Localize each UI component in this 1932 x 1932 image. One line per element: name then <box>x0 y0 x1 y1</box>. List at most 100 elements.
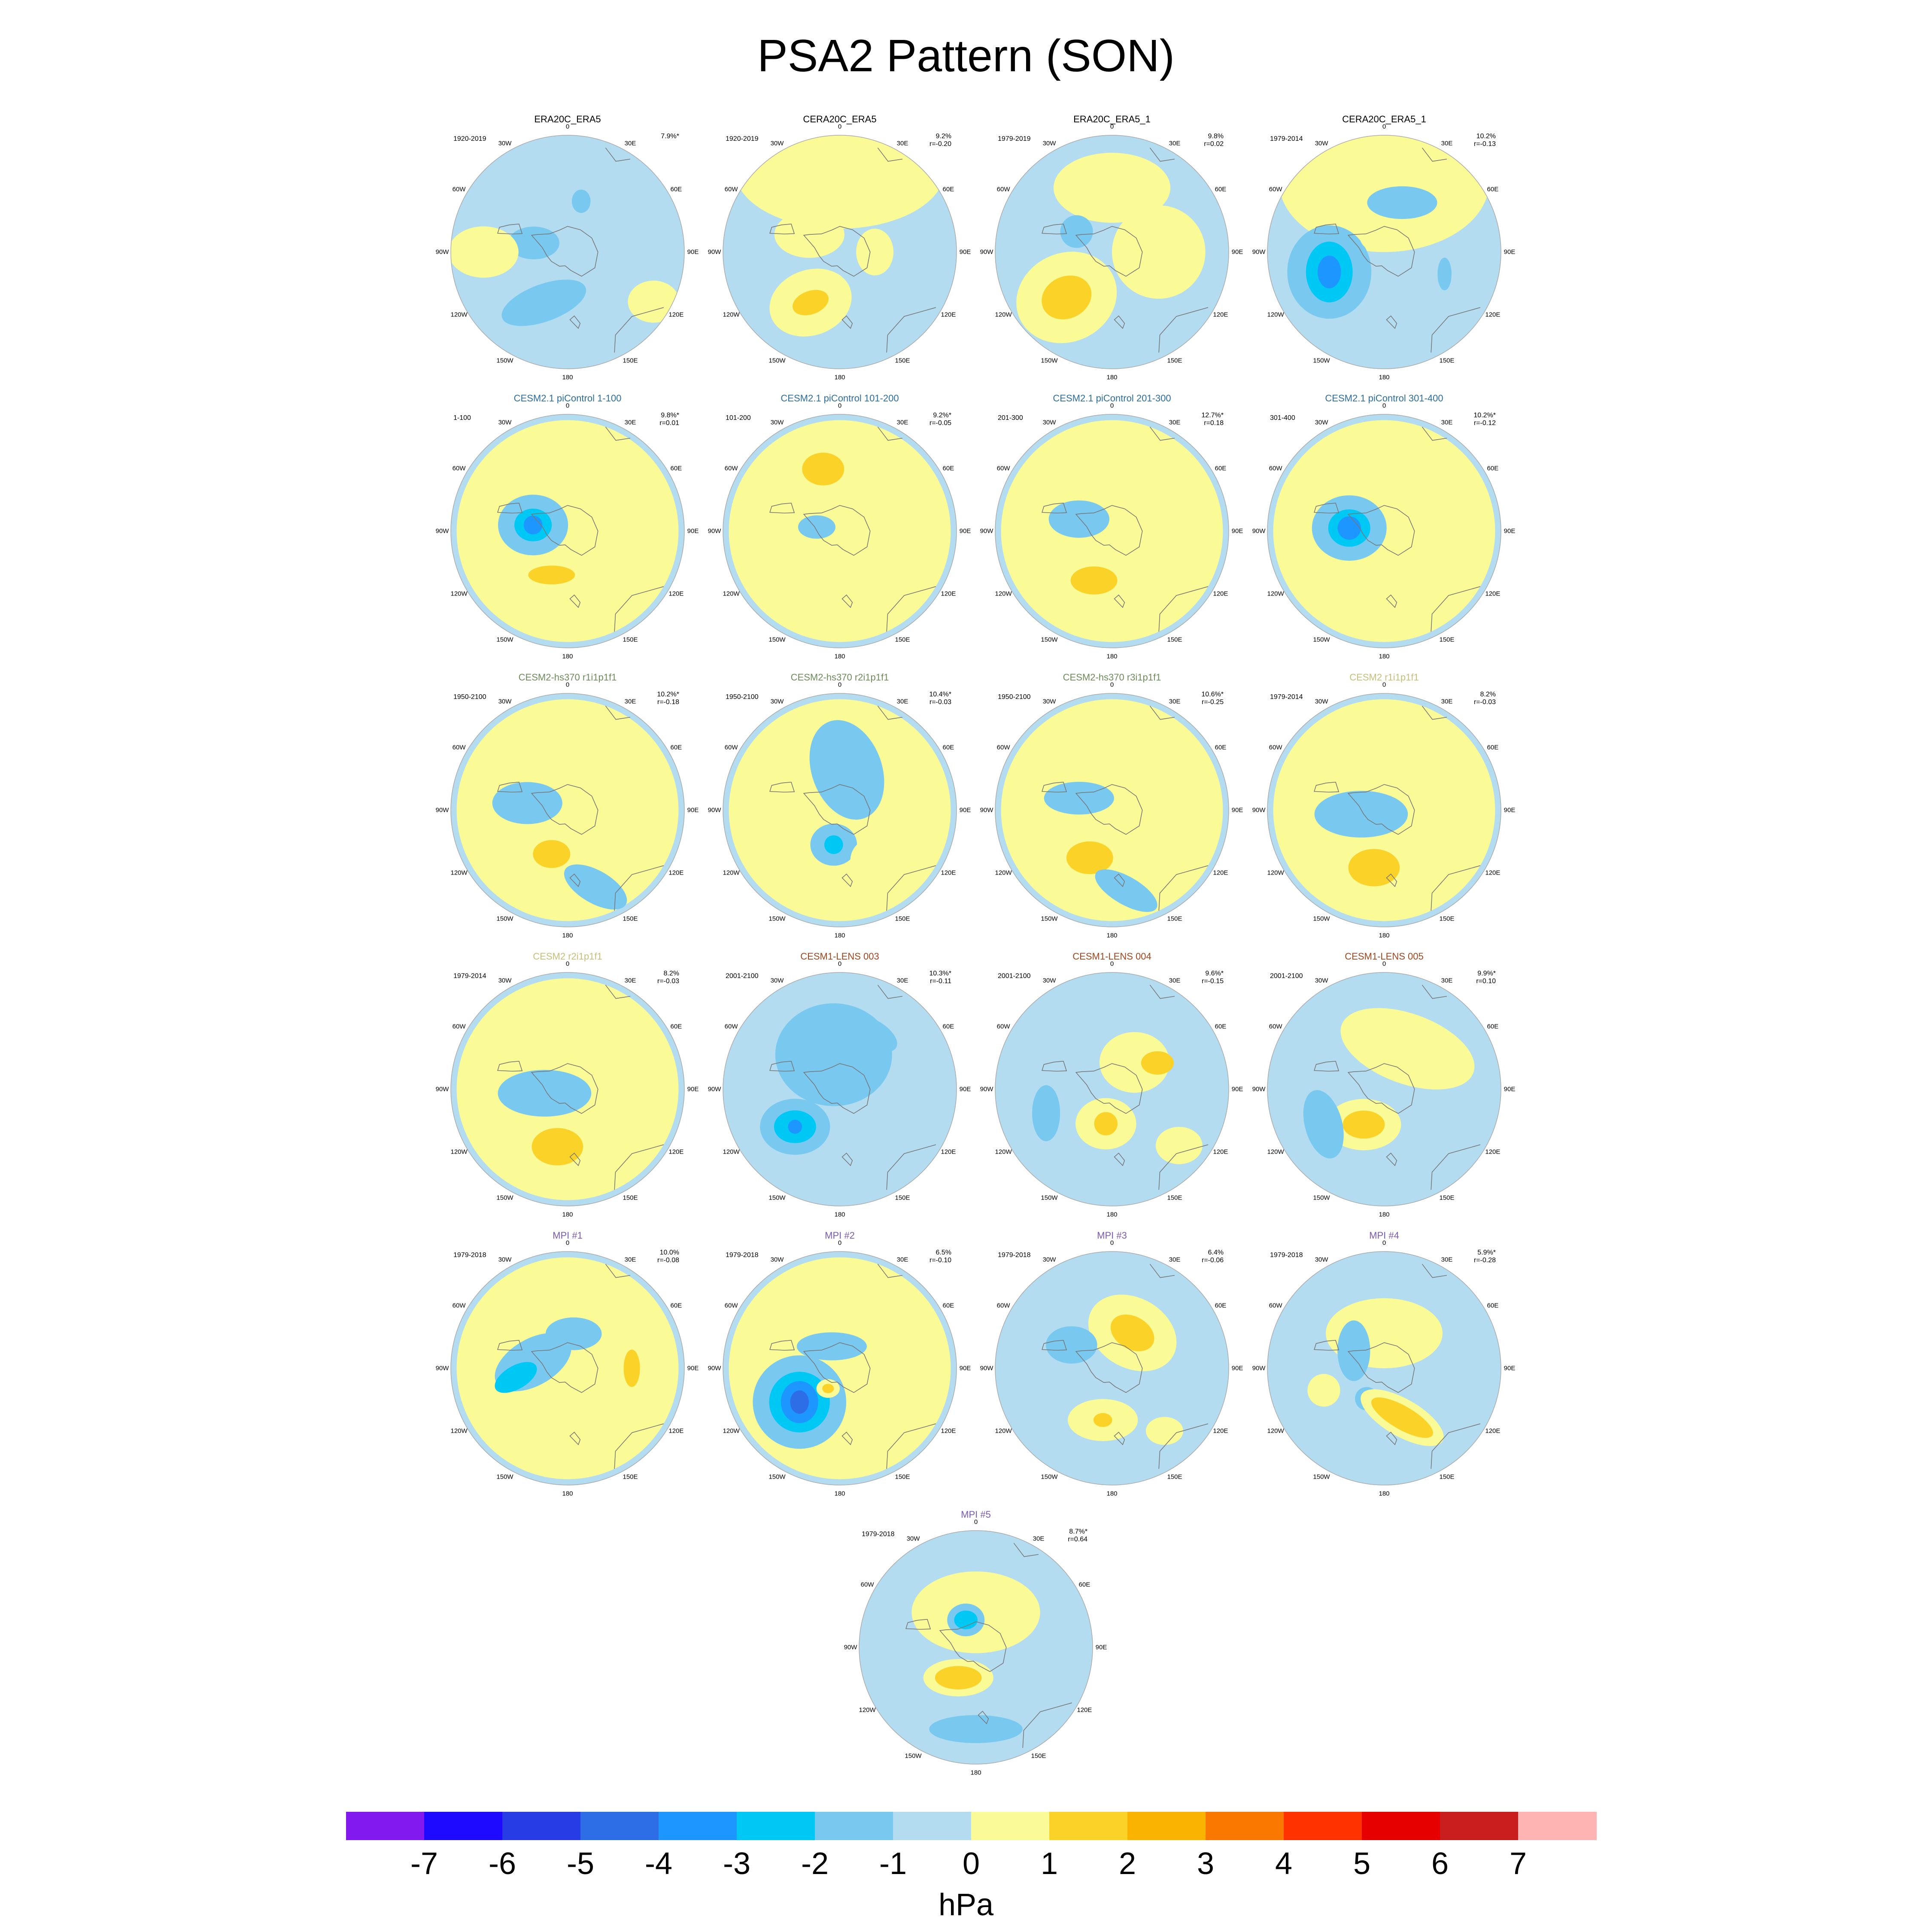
longitude-label: 90W <box>708 806 721 814</box>
polar-map <box>995 1251 1229 1485</box>
anomaly-contour <box>822 1384 834 1393</box>
longitude-label: 30E <box>1033 1535 1045 1543</box>
longitude-label: 180 <box>1106 374 1118 381</box>
polar-map <box>723 1251 957 1485</box>
colorbar-box <box>424 1812 503 1840</box>
coastline <box>531 226 598 277</box>
variance-value: 6.5% <box>936 1249 951 1256</box>
longitude-label: 90W <box>1252 248 1266 256</box>
correlation-value: r=0.01 <box>659 419 679 427</box>
anomaly-contour <box>1141 1051 1174 1075</box>
longitude-label: 60W <box>724 465 738 472</box>
longitude-label: 60E <box>942 185 954 193</box>
colorbar-box <box>1440 1812 1519 1840</box>
coastline <box>1314 223 1340 234</box>
longitude-label: 150E <box>623 1473 638 1481</box>
longitude-label: 180 <box>562 932 573 939</box>
longitude-label: 90E <box>959 1085 971 1093</box>
longitude-label: 90W <box>708 248 721 256</box>
anomaly-contour <box>1054 152 1170 223</box>
anomaly-contour <box>1307 1374 1340 1407</box>
longitude-label: 120W <box>995 1427 1012 1435</box>
coastline <box>1314 1060 1340 1072</box>
correlation-value: r=-0.03 <box>1473 699 1496 706</box>
longitude-label: 150E <box>1439 636 1455 644</box>
coastline <box>1431 1423 1481 1469</box>
longitude-label: 0 <box>974 1518 978 1526</box>
coastline <box>1158 1423 1209 1469</box>
longitude-label: 120E <box>1213 1427 1228 1435</box>
coastline <box>614 586 664 632</box>
coastline <box>1347 1342 1415 1393</box>
coastline <box>886 1144 936 1190</box>
longitude-label: 60W <box>1269 1302 1282 1309</box>
colorbar-label: 1 <box>1040 1847 1058 1881</box>
longitude-label: 60E <box>1215 1023 1227 1030</box>
panel-title: CESM2.1 piControl 301-400 <box>1325 393 1443 404</box>
panel-title: MPI #4 <box>1369 1230 1399 1241</box>
longitude-label: 30E <box>1441 698 1453 705</box>
longitude-label: 150E <box>623 1194 638 1202</box>
coastline <box>1158 865 1209 911</box>
longitude-label: 90W <box>1252 1364 1266 1372</box>
longitude-label: 60W <box>452 1302 466 1309</box>
panel-period: 2001-2100 <box>998 972 1031 980</box>
coastline <box>877 1264 903 1278</box>
panel-period: 1979-2018 <box>726 1252 759 1259</box>
map-frame <box>1267 1251 1501 1485</box>
map-panel: CESM2.1 piControl 301-400 301-400 10.2%* r=… <box>1251 393 1517 668</box>
variance-value: 8.2% <box>663 970 679 977</box>
longitude-label: 180 <box>1379 1211 1390 1218</box>
longitude-label: 60W <box>452 1023 466 1030</box>
coastline <box>769 502 795 513</box>
polar-map <box>1267 1251 1501 1485</box>
longitude-label: 120E <box>1485 1148 1501 1156</box>
variance-value: 10.4%* <box>929 691 951 698</box>
correlation-value: r=-0.03 <box>657 978 679 985</box>
longitude-label: 30W <box>1042 977 1056 984</box>
longitude-label: 0 <box>1382 123 1386 131</box>
longitude-label: 0 <box>1110 1239 1114 1247</box>
variance-value: 9.6%* <box>1205 970 1224 977</box>
anomaly-contour <box>762 824 796 866</box>
longitude-label: 150W <box>905 1752 922 1760</box>
anomaly-contour <box>1346 561 1406 594</box>
correlation-value: r=-0.08 <box>657 1257 679 1264</box>
longitude-label: 150E <box>1167 636 1182 644</box>
anomaly-contour <box>1137 795 1179 842</box>
anomaly-contour <box>1093 1413 1112 1427</box>
longitude-label: 60W <box>860 1581 874 1589</box>
map-frame <box>995 135 1229 369</box>
variance-value: 8.2% <box>1480 691 1496 698</box>
variance-value: 8.7%* <box>1069 1528 1088 1535</box>
longitude-label: 120E <box>1485 311 1501 319</box>
anomaly-contour <box>798 515 835 539</box>
anomaly-contour <box>1145 1417 1183 1445</box>
anomaly-contour <box>543 738 571 767</box>
panel-title: ERA20C_ERA5_1 <box>1073 114 1151 125</box>
coastline <box>1386 1431 1397 1446</box>
map-panel: CESM2-hs370 r3i1p1f1 1950-2100 10.6%* r=-0.… <box>979 672 1245 947</box>
panel-title: ERA20C_ERA5 <box>534 114 601 125</box>
map-panel: CESM1-LENS 004 2001-2100 9.6%* r=-0.15 0 30E 6… <box>979 951 1245 1226</box>
coastline <box>886 1423 936 1469</box>
anomaly-contour <box>508 226 559 259</box>
longitude-label: 30W <box>1042 1256 1056 1264</box>
coastline <box>1042 502 1067 513</box>
longitude-label: 0 <box>838 402 842 410</box>
coastline <box>841 1431 853 1446</box>
variance-value: 9.2%* <box>933 412 951 419</box>
longitude-label: 90E <box>687 248 699 256</box>
variance-value: 6.4% <box>1208 1249 1224 1256</box>
correlation-value: r=-0.15 <box>1201 978 1224 985</box>
panel-variance: 6.4% r=-0.06 <box>1202 1249 1224 1264</box>
panel-period: 1979-2018 <box>453 1252 486 1259</box>
map-panel: CESM2.1 piControl 1-100 1-100 9.8%* r=0.01 0… <box>434 393 701 668</box>
correlation-value: r=-0.25 <box>1201 699 1224 706</box>
panel-variance: 8.7%* r=0.64 <box>1068 1528 1088 1543</box>
longitude-label: 60E <box>1487 465 1499 472</box>
longitude-label: 90W <box>980 1364 993 1372</box>
longitude-label: 30W <box>498 1256 512 1264</box>
coastline <box>1422 705 1447 720</box>
anomaly-contour <box>1048 500 1109 538</box>
